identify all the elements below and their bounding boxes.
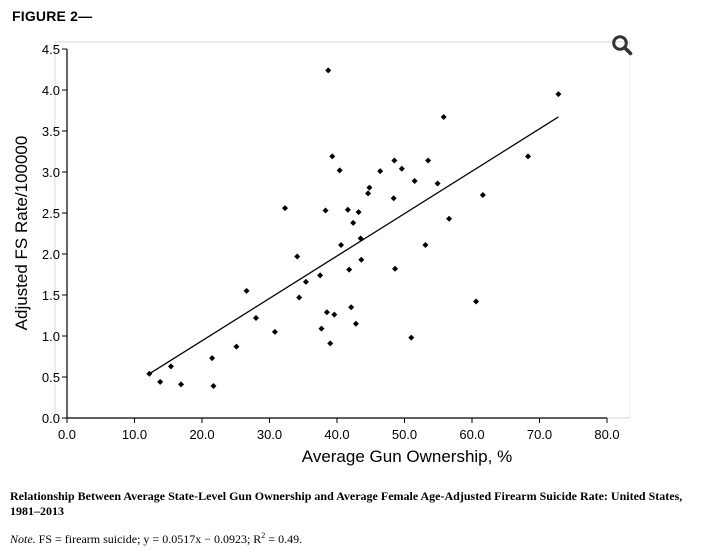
x-tick-label: 50.0 xyxy=(392,427,417,442)
data-point xyxy=(322,207,329,214)
y-tick-label: 3.0 xyxy=(42,165,60,180)
y-tick-label: 3.5 xyxy=(42,124,60,139)
trendline-group xyxy=(149,116,559,375)
data-point xyxy=(209,355,216,362)
y-tick-label: 4.5 xyxy=(42,42,60,57)
data-point xyxy=(411,178,418,185)
data-point xyxy=(233,343,240,350)
data-point xyxy=(336,167,343,174)
data-point xyxy=(327,340,334,347)
trendline xyxy=(149,116,559,375)
plot-border xyxy=(54,41,630,419)
zoom-button[interactable] xyxy=(611,34,633,56)
y-tick-label: 4.0 xyxy=(42,83,60,98)
data-point xyxy=(555,91,562,98)
data-point xyxy=(253,314,259,321)
data-point xyxy=(391,157,398,164)
data-point xyxy=(473,298,480,305)
x-tick-label: 30.0 xyxy=(257,427,282,442)
y-tick-label: 1.0 xyxy=(42,329,60,344)
data-point xyxy=(325,67,332,74)
data-point xyxy=(390,195,397,202)
figure-note: Note. FS = firearm suicide; y = 0.0517x … xyxy=(10,528,302,547)
note-text: FS = firearm suicide; y = 0.0517x − 0.09… xyxy=(38,532,262,546)
data-point xyxy=(440,114,447,121)
data-point xyxy=(366,184,373,191)
scatter-chart: 0.0 0.5 1.0 1.5 2.0 2.5 3.0 3.5 4.0 4.5 0.0 10.0 20… xyxy=(10,30,630,475)
data-point xyxy=(329,153,336,160)
data-point xyxy=(344,206,351,213)
data-point xyxy=(525,153,532,160)
y-tick-label: 1.5 xyxy=(42,288,60,303)
data-point xyxy=(157,378,164,385)
data-point xyxy=(302,278,309,285)
x-tick-label: 40.0 xyxy=(324,427,349,442)
data-point xyxy=(318,325,325,332)
y-axis-label: Adjusted FS Rate/100000 xyxy=(12,136,31,331)
data-point xyxy=(377,168,384,175)
x-tick-label: 60.0 xyxy=(459,427,484,442)
data-point xyxy=(323,309,330,316)
data-point xyxy=(398,165,405,172)
data-point xyxy=(271,328,278,335)
data-points xyxy=(146,67,562,390)
data-point xyxy=(392,265,399,272)
y-tick-label: 0.0 xyxy=(42,411,60,426)
data-point xyxy=(294,253,301,260)
data-point xyxy=(243,287,250,294)
data-point xyxy=(355,209,362,216)
data-point xyxy=(167,363,174,370)
data-point xyxy=(178,381,185,388)
data-point xyxy=(352,320,359,327)
data-point xyxy=(317,272,324,279)
magnifier-icon xyxy=(612,35,633,56)
x-tick-label: 80.0 xyxy=(594,427,619,442)
data-point xyxy=(357,235,364,242)
x-axis-label: Average Gun Ownership, % xyxy=(302,447,512,466)
x-axis-ticks: 0.0 10.0 20.0 30.0 40.0 50.0 60.0 70.0 80.0 xyxy=(58,418,620,442)
data-point xyxy=(346,266,353,273)
note-superscript: 2 xyxy=(261,531,266,540)
data-point xyxy=(408,334,415,341)
chart-canvas: 0.0 0.5 1.0 1.5 2.0 2.5 3.0 3.5 4.0 4.5 0.0 10.0 20… xyxy=(12,41,630,466)
data-point xyxy=(348,304,355,311)
note-suffix: = 0.49. xyxy=(265,532,303,546)
figure-caption: Relationship Between Average State-Level… xyxy=(10,489,683,518)
data-point xyxy=(358,256,365,263)
data-point xyxy=(282,205,289,212)
y-tick-label: 2.5 xyxy=(42,206,60,221)
data-point xyxy=(350,219,357,226)
data-point xyxy=(446,215,453,222)
data-point xyxy=(296,294,303,301)
x-tick-label: 10.0 xyxy=(122,427,147,442)
data-point xyxy=(146,370,153,377)
data-point xyxy=(425,157,432,164)
y-tick-label: 2.0 xyxy=(42,247,60,262)
data-point xyxy=(434,180,441,187)
figure-label: FIGURE 2— xyxy=(12,8,93,24)
note-prefix: Note. xyxy=(10,532,36,546)
y-tick-label: 0.5 xyxy=(42,370,60,385)
data-point xyxy=(338,241,345,248)
data-point xyxy=(479,191,486,198)
data-point xyxy=(210,383,217,390)
x-tick-label: 70.0 xyxy=(527,427,552,442)
x-tick-label: 0.0 xyxy=(58,427,76,442)
data-point xyxy=(422,241,429,248)
x-tick-label: 20.0 xyxy=(189,427,214,442)
data-point xyxy=(331,311,338,318)
y-axis-ticks: 0.0 0.5 1.0 1.5 2.0 2.5 3.0 3.5 4.0 4.5 xyxy=(42,42,67,426)
data-point xyxy=(365,190,372,197)
